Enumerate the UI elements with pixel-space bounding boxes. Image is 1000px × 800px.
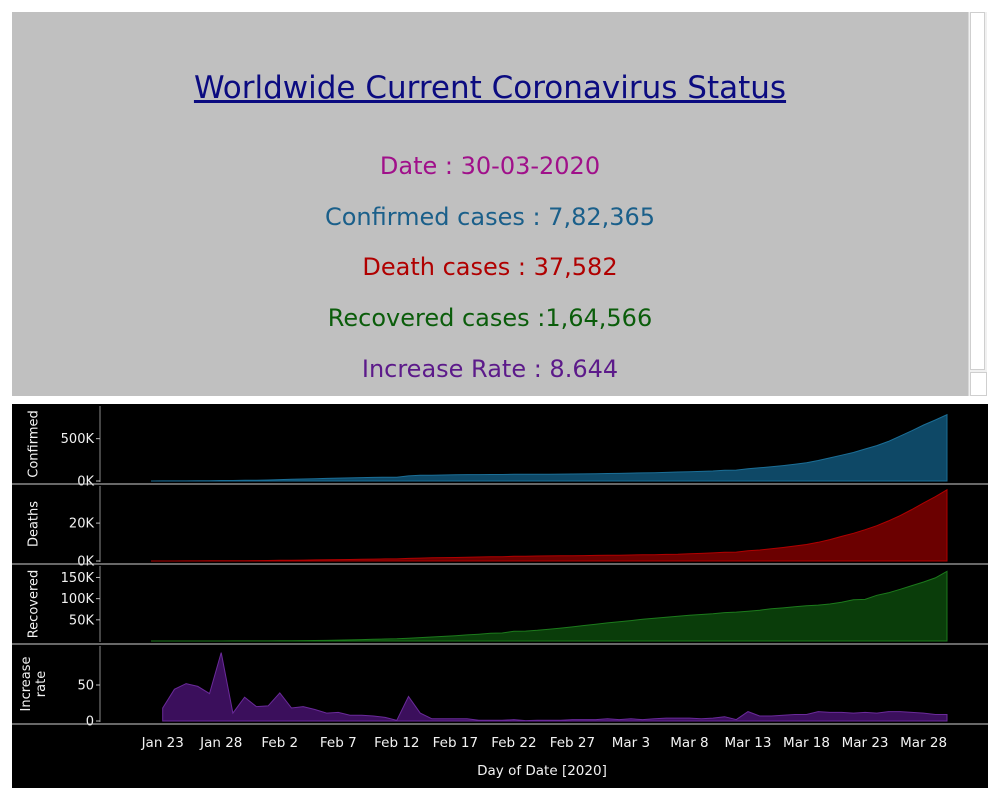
recovered-cases-stat: Recovered cases :1,64,566 (327, 304, 653, 332)
trend-chart-svg: 0K 500K Confirmed 0K 20K Deaths 50K 100K 150K Rec… (12, 406, 988, 779)
scrollbar-track-end[interactable] (970, 372, 987, 396)
increase-rate-stat: Increase Rate : 8.644 (361, 355, 619, 383)
area-increase-rate (162, 652, 948, 722)
y-axis-title: Confirmed (27, 410, 42, 478)
x-tick-label: Mar 3 (612, 735, 650, 751)
status-panel: Worldwide Current Coronavirus Status Dat… (12, 12, 968, 396)
x-tick-label: Mar 13 (725, 735, 772, 751)
vertical-scrollbar[interactable] (968, 12, 987, 396)
x-tick-label: Jan 23 (141, 735, 184, 751)
x-tick-label: Feb 27 (550, 735, 595, 751)
x-tick-label: Mar 8 (670, 735, 708, 751)
confirmed-cases-stat: Confirmed cases : 7,82,365 (324, 203, 656, 231)
x-tick-label: Mar 18 (783, 735, 830, 751)
y-tick-label: 50 (77, 679, 94, 694)
scrollbar-thumb[interactable] (970, 12, 985, 370)
area-confirmed (150, 413, 948, 482)
y-tick-label: 100K (61, 592, 95, 607)
y-axis-title: Increase (19, 656, 34, 711)
y-tick-label: 0K (77, 475, 94, 490)
date-stat: Date : 30-03-2020 (379, 152, 601, 180)
y-tick-label: 0K (77, 555, 94, 570)
y-axis-title: Recovered (27, 570, 42, 639)
area-deaths (151, 488, 948, 562)
x-tick-label: Feb 2 (261, 735, 298, 751)
x-tick-label: Feb 7 (320, 735, 357, 751)
trend-chart: 0K 500K Confirmed 0K 20K Deaths 50K 100K 150K Rec… (12, 404, 988, 788)
x-tick-label: Mar 28 (900, 735, 947, 751)
page-title[interactable]: Worldwide Current Coronavirus Status (193, 70, 787, 106)
x-tick-label: Mar 23 (842, 735, 889, 751)
death-cases-stat: Death cases : 37,582 (362, 253, 618, 281)
y-axis-title: Deaths (27, 501, 42, 547)
x-tick-label: Feb 17 (433, 735, 478, 751)
x-tick-label: Feb 12 (374, 735, 419, 751)
y-tick-label: 0 (86, 715, 94, 730)
area-recovered (151, 570, 948, 642)
y-tick-label: 500K (61, 432, 95, 447)
y-tick-label: 20K (69, 517, 95, 532)
x-axis-title: Day of Date [2020] (477, 763, 607, 779)
x-tick-label: Feb 22 (491, 735, 536, 751)
y-tick-label: 50K (69, 613, 95, 628)
x-tick-label: Jan 28 (199, 735, 242, 751)
y-tick-label: 150K (61, 571, 95, 586)
y-axis-title: rate (34, 671, 49, 697)
